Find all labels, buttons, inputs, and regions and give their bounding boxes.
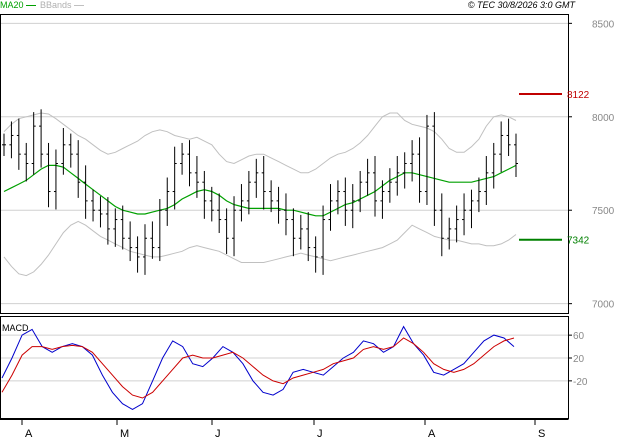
price-tick-label-7500: 7500 bbox=[592, 206, 615, 217]
price-panel-frame bbox=[0, 14, 569, 314]
copyright-text: © TEC 30/8/2026 3:0 GMT bbox=[467, 0, 575, 10]
x-tick-label-2: J bbox=[215, 428, 221, 440]
bband-lower-line bbox=[3, 220, 517, 277]
ma20-line bbox=[3, 164, 517, 217]
support-level-label: 7342 bbox=[567, 236, 590, 247]
legend-ma20-swatch bbox=[25, 5, 36, 7]
ohlc-bars bbox=[2, 109, 518, 275]
x-tick-label-3: J bbox=[317, 428, 323, 440]
signal-line bbox=[1, 337, 515, 399]
x-tick-label-0: A bbox=[25, 428, 33, 440]
legend-bbands-label: BBands bbox=[40, 0, 72, 10]
price-levels: 8122 7342 bbox=[519, 90, 590, 247]
price-tick-label-8000: 8000 bbox=[592, 113, 615, 124]
macd-y-ticks: 60 20 -20 bbox=[1, 331, 588, 388]
chart-header: MA20 BBands © TEC 30/8/2026 3:0 GMT bbox=[0, 0, 627, 12]
legend-bbands-swatch bbox=[73, 5, 84, 7]
x-tick-label-1: M bbox=[120, 428, 129, 440]
legend-ma20: MA20 bbox=[0, 0, 36, 11]
legend-bbands: BBands bbox=[40, 0, 84, 11]
resistance-level-label: 8122 bbox=[567, 90, 590, 101]
price-y-ticks: 8500 8000 7500 7000 bbox=[1, 19, 615, 311]
x-tick-label-4: A bbox=[428, 428, 436, 440]
macd-tick-label-60: 60 bbox=[573, 331, 585, 342]
price-tick-label-8500: 8500 bbox=[592, 19, 615, 30]
price-tick-label-7000: 7000 bbox=[592, 300, 615, 311]
macd-tick-label-20: 20 bbox=[573, 354, 585, 365]
bband-upper-line bbox=[3, 112, 517, 174]
x-tick-label-5: S bbox=[538, 428, 545, 440]
macd-title: MACD bbox=[2, 323, 29, 333]
legend-ma20-label: MA20 bbox=[0, 0, 24, 10]
macd-tick-label--20: -20 bbox=[573, 377, 588, 388]
macd-line bbox=[1, 325, 515, 410]
macd-panel-frame bbox=[0, 316, 569, 419]
